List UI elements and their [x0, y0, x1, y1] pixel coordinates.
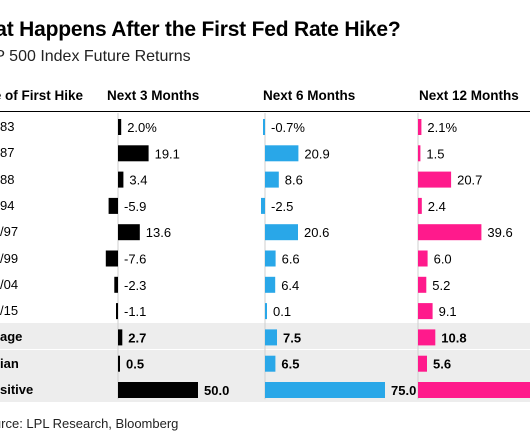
bar — [116, 303, 118, 320]
source-note: Source: LPL Research, Bloomberg — [0, 416, 179, 431]
data-label: 20.7 — [457, 173, 482, 188]
bar — [418, 276, 427, 293]
bar — [418, 119, 422, 135]
bar — [265, 276, 276, 293]
data-label: -2.3 — [124, 278, 146, 293]
row-label: 83 — [0, 119, 15, 134]
row-header-label: Date of First Hike — [0, 88, 84, 103]
bar — [418, 224, 482, 241]
data-label: 50.0 — [204, 383, 229, 398]
header-rule — [0, 111, 530, 112]
row-label: ian — [0, 355, 19, 371]
data-label: -0.7% — [271, 120, 305, 135]
data-label: -7.6 — [124, 252, 146, 267]
row-label: age — [0, 329, 23, 345]
bar — [114, 276, 118, 293]
bar — [265, 250, 276, 267]
data-label: -2.5 — [271, 199, 293, 214]
column-header-3-months: Next 3 Months — [107, 88, 200, 103]
data-label: 2.4 — [428, 199, 446, 214]
data-label: 5.2 — [432, 278, 450, 293]
bar — [118, 119, 122, 135]
data-label: 20.6 — [304, 225, 329, 240]
chart-subtitle: S&P 500 Index Future Returns — [0, 48, 191, 65]
data-label: 10.8 — [441, 330, 466, 345]
bar — [418, 145, 421, 162]
data-label: 9.1 — [439, 304, 457, 319]
data-label: 75.0 — [391, 383, 416, 398]
row-label: /04 — [0, 276, 19, 292]
bar — [118, 355, 120, 372]
data-label: 2.7 — [128, 330, 146, 345]
data-label: 1.5 — [426, 146, 444, 161]
data-label: 13.6 — [146, 225, 171, 240]
data-label: -5.9 — [124, 199, 146, 214]
data-label: 2.1% — [427, 120, 457, 135]
data-label: 19.1 — [155, 146, 180, 161]
bar — [418, 197, 422, 214]
row-label: 88 — [0, 171, 15, 187]
data-label: 7.5 — [283, 330, 301, 345]
bar — [418, 171, 452, 188]
data-label: 6.4 — [281, 278, 299, 293]
data-label: 3.4 — [129, 173, 147, 188]
column-header-12-months: Next 12 Months — [419, 88, 519, 103]
bar — [418, 303, 433, 320]
data-label: 0.5 — [126, 357, 144, 372]
data-label: 20.9 — [304, 146, 329, 161]
bar — [118, 224, 140, 241]
row-label: /97 — [0, 224, 19, 240]
bar — [418, 329, 436, 346]
chart-title: What Happens After the First Fed Rate Hi… — [0, 18, 401, 41]
column-header-6-months: Next 6 Months — [263, 88, 356, 103]
bar — [418, 250, 428, 267]
bar — [118, 145, 149, 162]
bar — [118, 382, 198, 398]
row-label: 94 — [0, 197, 15, 213]
bar — [265, 145, 299, 162]
bar — [118, 329, 123, 346]
bar — [265, 355, 276, 372]
data-label: 5.6 — [433, 357, 451, 372]
data-label: 2.0% — [127, 120, 157, 135]
row-label: sitive — [0, 382, 34, 397]
row-label: 87 — [0, 145, 15, 161]
data-label: 6.6 — [282, 252, 300, 267]
bar — [263, 119, 265, 135]
data-label: 8.6 — [285, 173, 303, 188]
bar — [265, 303, 267, 320]
bar — [418, 355, 427, 372]
bar — [105, 250, 118, 267]
data-label: 39.6 — [487, 225, 512, 240]
data-label: -1.1 — [124, 304, 146, 319]
bar — [265, 171, 279, 188]
row-label: /15 — [0, 303, 19, 319]
bar — [265, 224, 298, 241]
data-label: 6.0 — [434, 252, 452, 267]
bar — [418, 382, 530, 398]
bar — [265, 382, 385, 398]
bar — [261, 197, 265, 214]
bar — [118, 171, 124, 188]
bar — [108, 197, 118, 214]
data-label: 0.1 — [273, 304, 291, 319]
bar — [265, 329, 277, 346]
data-label: 6.5 — [281, 357, 299, 372]
row-label: /99 — [0, 250, 19, 266]
